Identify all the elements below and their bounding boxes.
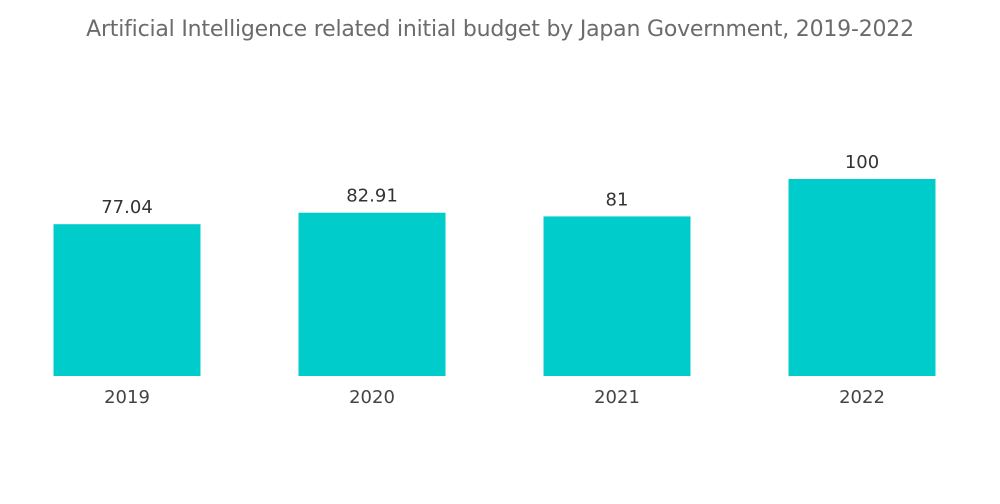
data-label-2021: 81: [606, 189, 629, 210]
bar-2020: [298, 212, 446, 376]
x-tick-label-2021: 2021: [594, 387, 640, 408]
chart-title: Artificial Intelligence related initial …: [86, 17, 914, 42]
x-tick-label-2019: 2019: [104, 387, 150, 408]
bar-2022: [788, 179, 936, 376]
bar-2021: [543, 216, 691, 376]
x-tick-label-2020: 2020: [349, 387, 395, 408]
data-label-2019: 77.04: [101, 197, 153, 218]
data-label-2020: 82.91: [346, 186, 398, 207]
bar-2019: [53, 224, 201, 376]
x-tick-label-2022: 2022: [839, 387, 885, 408]
data-label-2022: 100: [845, 152, 879, 173]
